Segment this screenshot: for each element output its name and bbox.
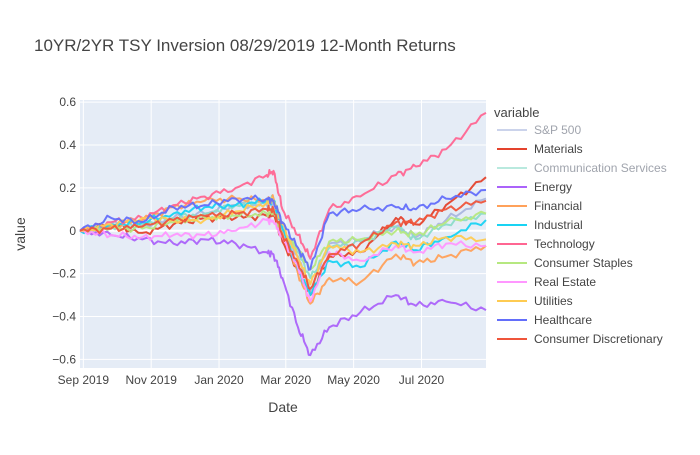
y-tick-label: −0.6 xyxy=(52,352,76,366)
legend-label: Real Estate xyxy=(534,275,596,289)
legend-item-consumer-discretionary[interactable]: Consumer Discretionary xyxy=(497,332,663,346)
legend-item-industrial[interactable]: Industrial xyxy=(497,218,583,232)
x-tick-label: Sep 2019 xyxy=(58,373,110,387)
x-tick-label: Mar 2020 xyxy=(260,373,311,387)
series-line-utilities xyxy=(79,196,487,286)
series-lines xyxy=(79,112,487,357)
x-tick-label: Nov 2019 xyxy=(126,373,178,387)
chart-title: 10YR/2YR TSY Inversion 08/29/2019 12-Mon… xyxy=(34,36,456,55)
legend-label: Healthcare xyxy=(534,313,592,327)
legend-item-financial[interactable]: Financial xyxy=(497,199,582,213)
series-line-technology xyxy=(79,112,487,260)
series-line-healthcare xyxy=(79,189,487,271)
y-tick-label: 0.4 xyxy=(59,138,76,152)
y-tick-label: 0.6 xyxy=(59,95,76,109)
legend-label: Consumer Discretionary xyxy=(534,332,663,346)
legend-label: Communication Services xyxy=(534,161,667,175)
y-axis-ticks: −0.6 −0.4 −0.2 0 0.2 0.4 0.6 xyxy=(52,95,76,366)
y-axis-label: value xyxy=(12,217,28,251)
x-tick-label: Jul 2020 xyxy=(399,373,445,387)
series-line-consumer-discretionary xyxy=(79,199,487,290)
y-tick-label: −0.2 xyxy=(52,267,76,281)
legend-item-materials[interactable]: Materials xyxy=(497,142,583,156)
legend-label: Technology xyxy=(534,237,595,251)
x-tick-label: Jan 2020 xyxy=(194,373,244,387)
legend-label: S&P 500 xyxy=(534,123,581,137)
legend-label: Materials xyxy=(534,142,583,156)
legend-label: Financial xyxy=(534,199,582,213)
legend-label: Consumer Staples xyxy=(534,256,633,270)
series-line-energy xyxy=(79,226,487,357)
legend-label: Industrial xyxy=(534,218,583,232)
legend-item-communication-services[interactable]: Communication Services xyxy=(497,161,667,175)
legend[interactable]: S&P 500 Materials Communication Services En… xyxy=(497,123,667,346)
legend-label: Energy xyxy=(534,180,572,194)
y-tick-label: 0.2 xyxy=(59,181,76,195)
legend-item-consumer-staples[interactable]: Consumer Staples xyxy=(497,256,633,270)
legend-item-healthcare[interactable]: Healthcare xyxy=(497,313,592,327)
legend-item-s-p-500[interactable]: S&P 500 xyxy=(497,123,581,137)
legend-label: Utilities xyxy=(534,294,573,308)
x-axis-label: Date xyxy=(268,399,298,415)
y-tick-label: −0.4 xyxy=(52,310,76,324)
legend-title: variable xyxy=(494,105,540,120)
legend-item-technology[interactable]: Technology xyxy=(497,237,595,251)
x-tick-label: May 2020 xyxy=(327,373,380,387)
legend-item-energy[interactable]: Energy xyxy=(497,180,572,194)
x-axis-ticks: Sep 2019 Nov 2019 Jan 2020 Mar 2020 May 2020… xyxy=(58,373,445,387)
legend-item-utilities[interactable]: Utilities xyxy=(497,294,573,308)
legend-item-real-estate[interactable]: Real Estate xyxy=(497,275,596,289)
y-tick-label: 0 xyxy=(69,224,76,238)
